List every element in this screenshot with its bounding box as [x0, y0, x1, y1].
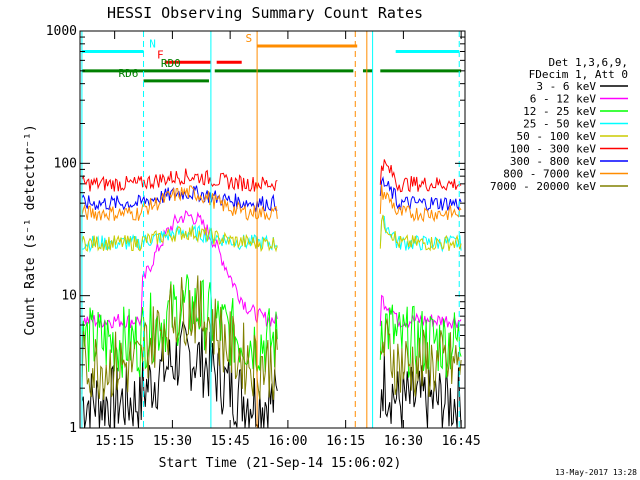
legend-entry-label: 50 - 100 keV: [517, 130, 597, 143]
x-tick-label: 16:30: [384, 434, 423, 449]
plot-frame: [79, 30, 466, 429]
series-line: [379, 214, 462, 252]
legend-header: FDecim 1, Att 0: [529, 68, 628, 81]
legend-entry-label: 3 - 6 keV: [536, 80, 596, 93]
date-stamp: 13-May-2017 13:28: [555, 468, 637, 477]
legend-entry-label: 25 - 50 keV: [523, 118, 596, 131]
x-tick-label: 16:45: [442, 434, 481, 449]
flag-label: S: [246, 32, 253, 45]
chart-title: HESSI Observing Summary Count Rates: [107, 4, 423, 22]
series-line: [379, 294, 462, 329]
legend-entry-label: 7000 - 20000 keV: [490, 180, 596, 193]
series-layer: [81, 159, 462, 429]
series-line: [81, 168, 278, 192]
flag-label: N: [149, 37, 156, 50]
y-ticks: 1 10 100 1000: [46, 24, 465, 436]
x-ticks: 15:15 15:30 15:45 16:00 16:15 16:30 16:45: [95, 31, 481, 449]
y-tick-label: 1: [69, 421, 77, 436]
x-axis-label: Start Time (21-Sep-14 15:06:02): [159, 456, 402, 471]
x-tick-label: 15:30: [153, 434, 192, 449]
legend-entry-label: 300 - 800 keV: [510, 155, 596, 168]
series-line: [379, 304, 462, 378]
series-line: [81, 185, 278, 222]
y-axis-label: Count Rate (s⁻¹ detector⁻¹): [23, 124, 38, 335]
legend-header: Det 1,3,6,9,: [549, 56, 628, 69]
legend-entry-label: 800 - 7000 keV: [503, 168, 596, 181]
series-line: [81, 225, 278, 253]
series-line: [379, 184, 462, 223]
x-tick-label: 16:00: [268, 434, 307, 449]
series-line: [379, 159, 462, 193]
series-line: [379, 215, 462, 253]
x-tick-label: 16:15: [326, 434, 365, 449]
series-line: [81, 210, 278, 329]
y-tick-label: 1000: [46, 24, 77, 39]
series-line: [81, 275, 278, 400]
series-line: [379, 318, 462, 397]
legend-entry-label: 6 - 12 keV: [530, 93, 597, 106]
observing-flags-layer: NF S RD0 RD6: [81, 31, 462, 428]
flag-label: RD6: [119, 67, 139, 80]
x-tick-label: 15:45: [211, 434, 250, 449]
x-tick-label: 15:15: [95, 434, 134, 449]
legend-entry-label: 12 - 25 keV: [523, 105, 596, 118]
series-line: [379, 354, 462, 429]
flag-label: F: [157, 48, 164, 61]
legend-entry-label: 100 - 300 keV: [510, 143, 596, 156]
series-line: [379, 175, 462, 213]
flag-label: RD0: [161, 57, 181, 70]
y-tick-label: 10: [61, 289, 77, 304]
y-tick-label: 100: [54, 156, 77, 171]
